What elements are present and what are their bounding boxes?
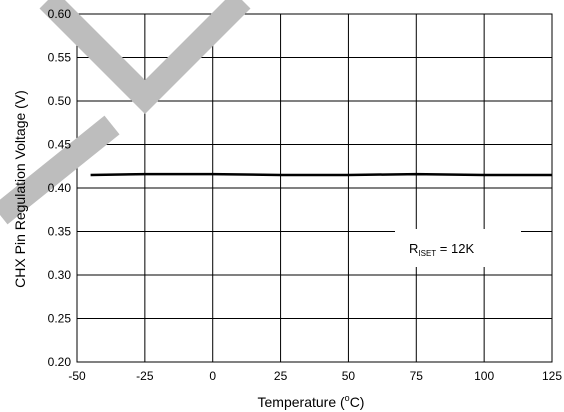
annotation-subscript: ISET [418,249,436,258]
x-tick-labels: -50 -25 0 25 50 75 100 125 [68,369,562,383]
annotation-rest: = 12K [436,241,474,256]
x-tick-label-0: -50 [68,369,86,383]
y-tick-label-8: 0.60 [48,7,72,21]
annotation: RISET = 12K [395,229,521,267]
x-tick-label-2: 0 [209,369,216,383]
x-axis-label-after: C) [350,394,365,410]
y-tick-label-2: 0.30 [48,268,72,282]
y-tick-label-3: 0.35 [48,225,72,239]
annotation-main: R [409,241,418,256]
watermark-chevron [39,0,251,114]
x-tick-label-5: 75 [410,369,424,383]
y-tick-label-7: 0.55 [48,51,72,65]
x-axis-label-before: Temperature ( [258,394,345,410]
annotation-label: RISET = 12K [409,241,474,258]
x-tick-label-3: 25 [274,369,288,383]
series-group [90,172,552,177]
watermark [0,0,251,225]
y-axis-label: CHX Pin Regulation Voltage (V) [12,90,28,288]
series-line-0 [90,172,552,177]
annotation-background [395,229,521,267]
x-axis-label-degree: o [345,393,350,403]
x-tick-label-1: -25 [136,369,154,383]
x-axis-label: Temperature (oC) [258,393,365,410]
y-tick-label-5: 0.45 [48,138,72,152]
watermark-stroke [0,115,120,225]
y-tick-label-0: 0.20 [48,355,72,369]
x-tick-label-4: 50 [342,369,356,383]
x-tick-label-6: 100 [474,369,494,383]
y-tick-label-6: 0.50 [48,94,72,108]
y-tick-label-1: 0.25 [48,312,72,326]
y-tick-labels: 0.20 0.25 0.30 0.35 0.40 0.45 0.50 0.55 0.60 [48,7,72,369]
grid [76,13,553,363]
y-tick-label-4: 0.40 [48,181,72,195]
plot-frame [76,13,553,363]
x-tick-label-7: 125 [542,369,562,383]
